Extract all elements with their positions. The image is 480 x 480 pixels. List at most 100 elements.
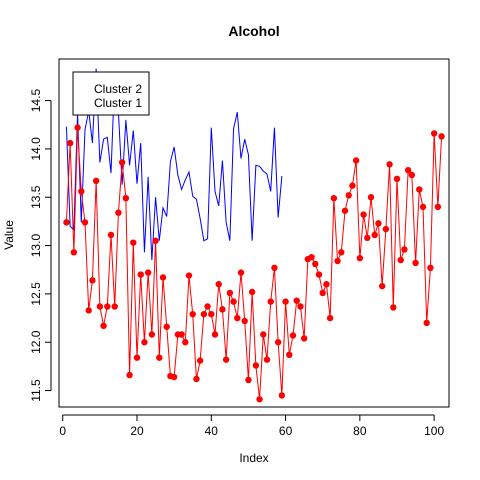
- data-point-cluster-2: [408, 171, 416, 179]
- y-tick-label: 14.0: [29, 137, 43, 161]
- data-point-cluster-2: [200, 311, 208, 318]
- data-point-cluster-2: [434, 203, 442, 211]
- data-point-cluster-2: [196, 357, 204, 364]
- data-point-cluster-2: [74, 124, 81, 131]
- data-point-cluster-2: [274, 339, 282, 346]
- data-point-cluster-2: [178, 331, 185, 338]
- y-axis: 11.5 12.0 12.5 13.0 13.5 14.0 14.5: [29, 89, 52, 402]
- data-point-cluster-2: [271, 264, 278, 271]
- data-point-cluster-2: [297, 303, 304, 310]
- data-point-cluster-2: [70, 249, 78, 256]
- data-point-cluster-2: [356, 254, 364, 262]
- data-point-cluster-2: [226, 289, 234, 297]
- data-point-cluster-2: [386, 161, 393, 168]
- y-tick-label: 12.5: [29, 282, 43, 306]
- y-tick-label: 13.0: [29, 234, 43, 258]
- data-point-cluster-2: [163, 323, 170, 330]
- data-point-cluster-2: [367, 194, 375, 201]
- data-point-cluster-2: [222, 356, 230, 363]
- data-point-cluster-2: [100, 322, 107, 329]
- data-point-cluster-2: [278, 392, 286, 399]
- series-line-cluster-1: [65, 68, 283, 261]
- data-point-cluster-2: [282, 298, 289, 305]
- data-point-cluster-2: [260, 331, 267, 338]
- legend-box: [72, 71, 150, 116]
- data-point-cluster-2: [423, 319, 430, 327]
- data-point-cluster-2: [234, 314, 241, 322]
- data-point-cluster-2: [416, 186, 423, 193]
- data-point-cluster-2: [89, 277, 96, 284]
- legend: Cluster 2 Cluster 1: [72, 71, 150, 116]
- data-point-cluster-2: [126, 371, 133, 379]
- chart-title: Alcohol: [228, 23, 279, 39]
- data-point-cluster-2: [96, 303, 104, 310]
- data-point-cluster-2: [159, 274, 167, 281]
- data-point-cluster-2: [364, 234, 371, 242]
- data-point-cluster-2: [141, 339, 148, 346]
- data-point-cluster-2: [349, 182, 356, 189]
- data-point-cluster-2: [245, 376, 252, 384]
- data-point-cluster-2: [248, 288, 256, 296]
- data-point-cluster-2: [211, 331, 219, 338]
- data-point-cluster-2: [267, 298, 274, 305]
- data-point-cluster-2: [118, 159, 126, 166]
- data-point-cluster-2: [104, 303, 111, 310]
- x-axis-label: Index: [239, 451, 268, 465]
- data-point-cluster-2: [308, 253, 315, 261]
- data-point-cluster-2: [144, 269, 152, 276]
- data-point-cluster-2: [256, 396, 263, 403]
- data-point-cluster-2: [252, 362, 260, 369]
- plot-frame: [58, 58, 450, 408]
- data-point-cluster-2: [345, 192, 352, 199]
- data-point-cluster-2: [63, 219, 70, 226]
- x-tick-label: 60: [279, 424, 293, 438]
- data-point-cluster-2: [312, 260, 319, 268]
- data-point-cluster-2: [204, 303, 211, 310]
- data-point-cluster-2: [215, 281, 222, 288]
- data-point-cluster-2: [315, 271, 323, 278]
- data-point-cluster-2: [133, 354, 141, 361]
- data-point-cluster-2: [148, 331, 156, 338]
- legend-entry-cluster-1: Cluster 1: [94, 96, 142, 110]
- data-point-cluster-2: [107, 231, 115, 239]
- x-tick-label: 80: [353, 424, 367, 438]
- data-point-cluster-2: [378, 282, 386, 290]
- data-point-cluster-2: [111, 303, 118, 310]
- data-point-cluster-2: [326, 314, 334, 322]
- data-point-cluster-2: [219, 306, 226, 313]
- data-point-cluster-2: [323, 281, 330, 288]
- data-point-cluster-2: [193, 375, 200, 383]
- y-tick-label: 13.5: [29, 185, 43, 209]
- series-line-cluster-2: [65, 127, 443, 400]
- data-point-cluster-2: [341, 207, 349, 214]
- data-point-cluster-2: [382, 225, 390, 233]
- data-point-cluster-2: [401, 246, 408, 253]
- x-tick-label: 100: [424, 424, 444, 438]
- series-layer: [63, 68, 445, 403]
- data-point-cluster-2: [263, 356, 271, 363]
- data-point-cluster-2: [404, 166, 412, 174]
- data-point-cluster-2: [66, 139, 74, 147]
- data-point-cluster-2: [330, 195, 338, 202]
- x-tick-label: 0: [59, 424, 66, 438]
- data-point-cluster-2: [289, 332, 297, 339]
- data-point-cluster-2: [156, 354, 163, 361]
- data-point-cluster-2: [397, 256, 404, 264]
- y-tick-label: 12.0: [29, 330, 43, 354]
- data-point-cluster-2: [412, 259, 419, 267]
- y-tick-label: 14.5: [29, 89, 43, 113]
- data-point-cluster-2: [419, 203, 427, 211]
- data-point-cluster-2: [390, 304, 397, 311]
- data-point-cluster-2: [334, 257, 341, 265]
- data-point-cluster-2: [286, 351, 293, 358]
- data-point-cluster-2: [78, 188, 85, 195]
- data-point-cluster-2: [81, 219, 89, 226]
- data-point-cluster-2: [352, 157, 360, 164]
- data-point-cluster-2: [237, 269, 245, 276]
- data-point-cluster-2: [375, 220, 382, 227]
- data-point-cluster-2: [293, 297, 300, 304]
- legend-entry-cluster-2: Cluster 2: [94, 82, 142, 96]
- data-point-cluster-2: [170, 373, 178, 381]
